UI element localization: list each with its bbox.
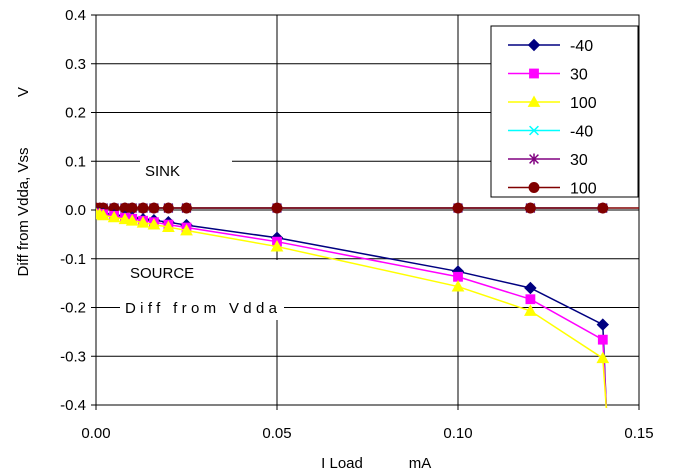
- legend-label: -40: [570, 124, 593, 141]
- legend-box: [490, 25, 639, 198]
- x-axis-title: I Load: [321, 455, 363, 472]
- legend-marker: [528, 182, 540, 193]
- y-tick-label: 0.2: [65, 105, 86, 122]
- y-tick-label: 0.4: [65, 7, 86, 24]
- y-tick-label: -0.3: [60, 348, 86, 365]
- data-point: [181, 202, 192, 214]
- series: [96, 202, 639, 408]
- annotation-sink: SINK: [145, 163, 180, 180]
- legend-label: -40: [570, 38, 593, 55]
- ticks: -0.4 -0.3 -0.2 -0.1 0.0 0.1 0.2 0.3 0.4 0.00 0.05 0…: [60, 7, 653, 442]
- data-point: [270, 240, 284, 252]
- data-point: [96, 208, 110, 221]
- annotation-source: SOURCE: [130, 265, 194, 282]
- legend-label: 30: [570, 67, 588, 84]
- data-point: [162, 202, 174, 214]
- annotations: SINK SOURCE Diff from Vdda: [120, 150, 284, 320]
- x-tick-label: 0.10: [443, 425, 472, 442]
- data-point: [271, 202, 283, 214]
- annotation-source-bg: [120, 260, 284, 320]
- y-tick-label: -0.2: [60, 300, 86, 317]
- legend-marker: [529, 153, 539, 165]
- data-point: [137, 202, 149, 214]
- data-point: [524, 304, 537, 316]
- legend-label: 100: [570, 181, 597, 198]
- data-point: [180, 223, 193, 236]
- y-tick-label: -0.4: [60, 397, 86, 414]
- x-tick-label: 0.15: [624, 425, 653, 442]
- y-tick-label: 0.3: [65, 56, 86, 73]
- data-point: [451, 280, 465, 292]
- data-point: [596, 318, 610, 331]
- data-point: [524, 281, 537, 295]
- marker-stroke: [529, 125, 539, 136]
- legend-marker: [529, 68, 539, 79]
- data-point: [136, 216, 150, 228]
- legend-marker: [527, 95, 541, 107]
- data-point: [453, 271, 463, 282]
- x-axis-unit: mA: [409, 455, 432, 472]
- data-point: [107, 210, 121, 223]
- y-axis-title: Diff from Vdda, Vss: [15, 148, 32, 277]
- x-tick-label: 0.00: [81, 425, 110, 442]
- y-tick-label: -0.1: [60, 251, 86, 268]
- legend-label: 30: [570, 152, 588, 169]
- data-point: [125, 214, 139, 226]
- annotation-sink-bg: [140, 150, 232, 190]
- data-point: [596, 351, 610, 364]
- data-point: [524, 202, 536, 214]
- data-point: [118, 212, 132, 225]
- series-5: [96, 202, 639, 214]
- data-point: [147, 218, 161, 230]
- series-2: [96, 207, 610, 408]
- data-point: [162, 220, 175, 232]
- y-tick-label: 0.0: [65, 202, 86, 219]
- data-point: [126, 202, 138, 214]
- y-axis-unit: V: [15, 87, 32, 97]
- y-tick-label: 0.1: [65, 153, 86, 170]
- data-point: [597, 202, 609, 214]
- legend-label: 100: [570, 95, 597, 112]
- x-tick-label: 0.05: [262, 425, 291, 442]
- legend: -40 30 100 -40 30 100: [490, 25, 639, 198]
- data-point: [452, 202, 464, 214]
- legend-marker: [527, 38, 541, 52]
- data-point: [525, 294, 536, 305]
- legend-marker: [529, 125, 539, 136]
- data-point: [597, 334, 608, 345]
- data-point: [148, 202, 160, 214]
